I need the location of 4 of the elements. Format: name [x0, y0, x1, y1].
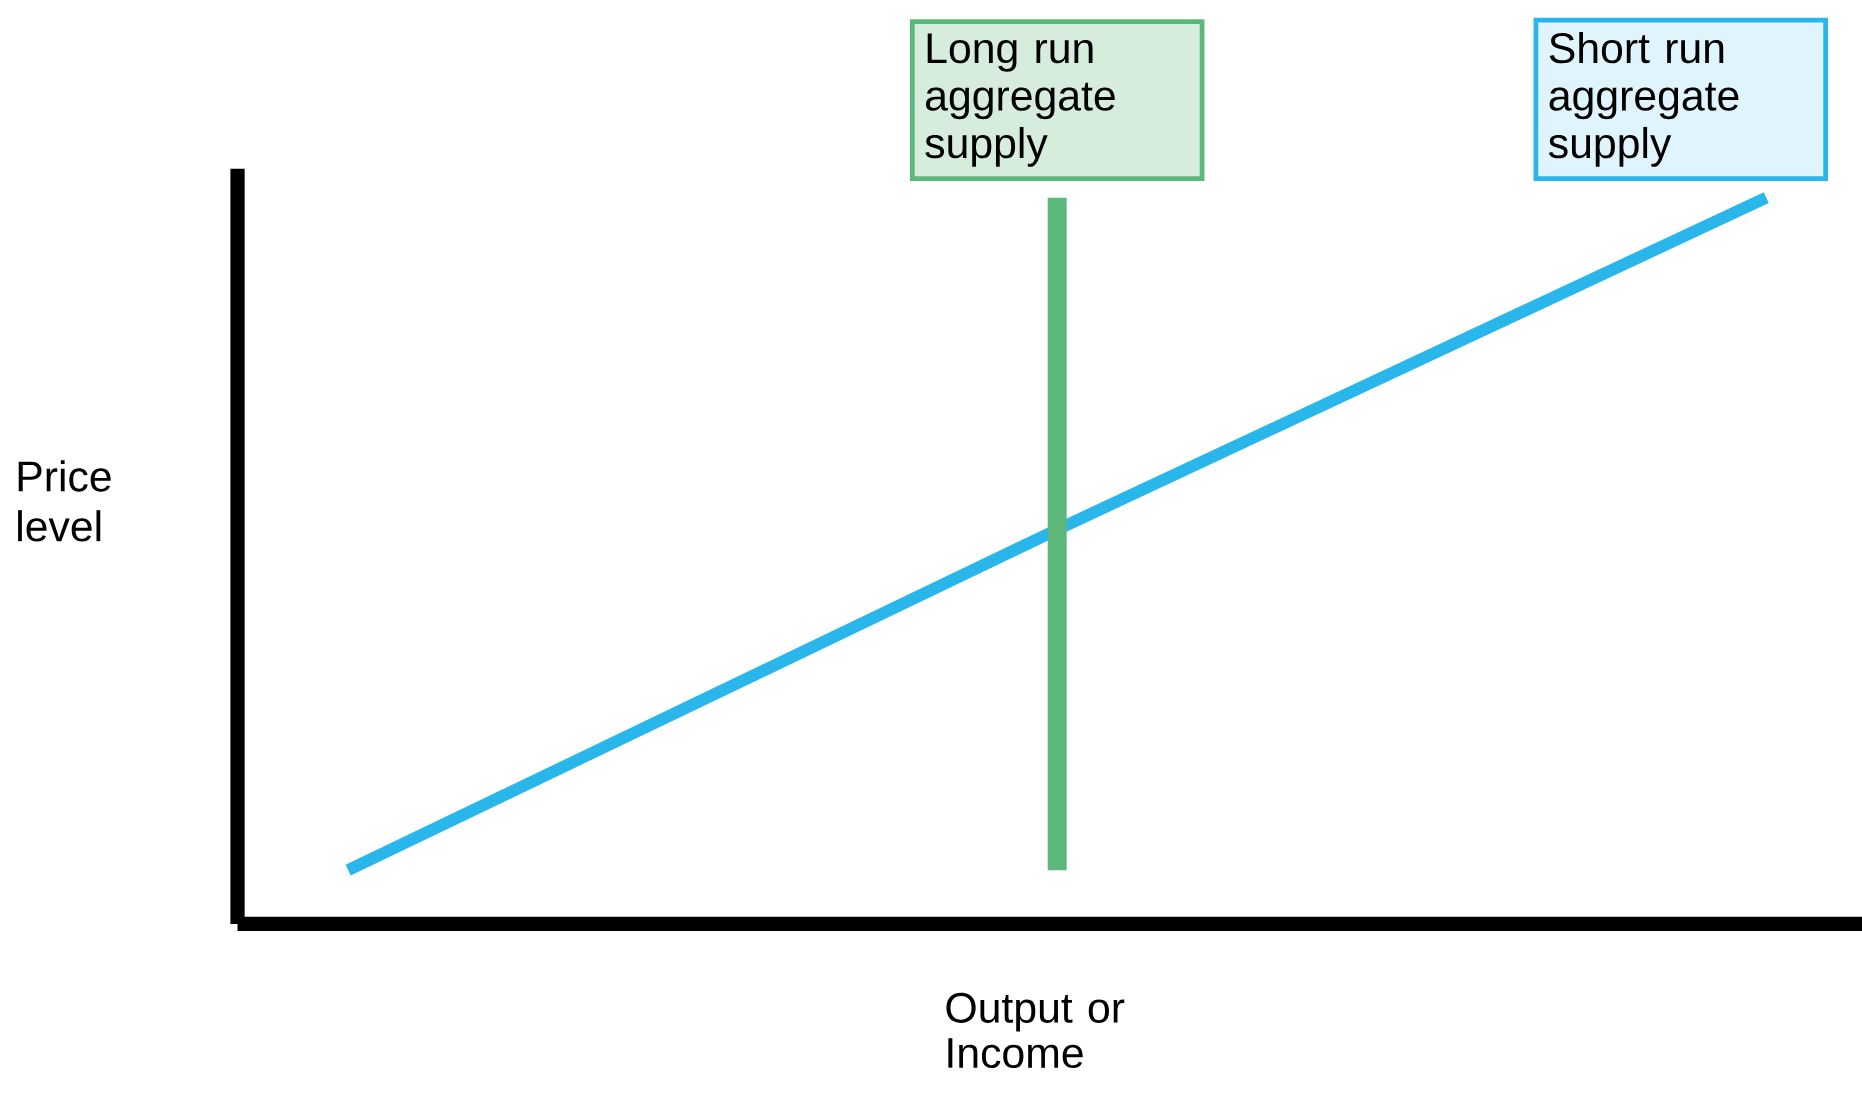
x-axis-title: Output or Income — [946, 992, 1125, 1069]
series-label: Short run aggregate supply — [1548, 31, 1739, 167]
y-axis-title: Price level — [18, 460, 111, 542]
text: Long run aggregate supply — [925, 33, 1115, 167]
